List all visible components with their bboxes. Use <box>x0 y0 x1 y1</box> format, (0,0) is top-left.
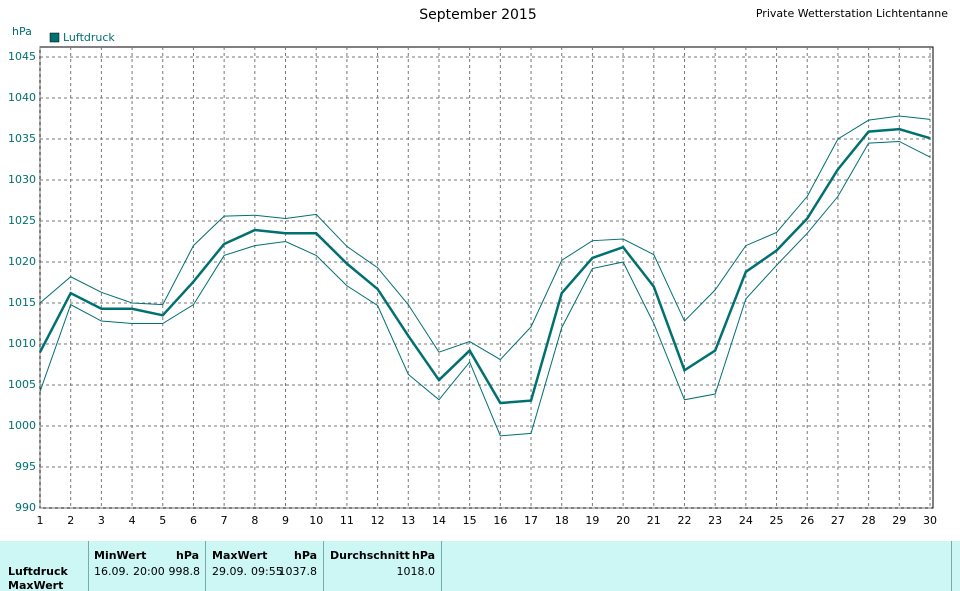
x-tick-label: 6 <box>190 514 197 527</box>
y-tick-label: 990 <box>15 501 36 514</box>
y-tick-label: 1000 <box>8 419 36 432</box>
x-tick-label: 10 <box>309 514 323 527</box>
x-tick-label: 12 <box>371 514 385 527</box>
col-header: hPa <box>294 549 318 562</box>
data-line <box>39 115 931 361</box>
cell: 20:00 <box>133 565 165 578</box>
x-tick-label: 29 <box>892 514 906 527</box>
x-tick-label: 8 <box>251 514 258 527</box>
chart: September 2015 Private Wetterstation Lic… <box>8 7 948 527</box>
x-tick-label: 22 <box>677 514 691 527</box>
x-tick-label: 28 <box>862 514 876 527</box>
x-tick-label: 3 <box>98 514 105 527</box>
summary-table: MinWert hPa MaxWert hPa Durchschnitt hPa… <box>0 541 960 591</box>
x-tick-label: 2 <box>67 514 74 527</box>
cell: 1037.8 <box>278 565 318 578</box>
x-tick-label: 15 <box>463 514 477 527</box>
y-tick-label: 1005 <box>8 378 36 391</box>
x-tick-label: 4 <box>129 514 136 527</box>
x-tick-label: 26 <box>800 514 814 527</box>
col-header: hPa <box>412 549 436 562</box>
y-tick-label: 1035 <box>8 132 36 145</box>
x-tick-label: 7 <box>221 514 228 527</box>
x-tick-label: 27 <box>831 514 845 527</box>
x-tick-label: 23 <box>708 514 722 527</box>
plot-area <box>39 46 934 509</box>
x-tick-label: 5 <box>159 514 166 527</box>
col-header: hPa <box>176 549 200 562</box>
data-line <box>38 127 931 405</box>
y-tick-label: 1010 <box>8 337 36 350</box>
x-tick-label: 13 <box>401 514 415 527</box>
y-tick-label: 1045 <box>8 50 36 63</box>
y-tick-label: 995 <box>15 460 36 473</box>
cell: 09:55 <box>251 565 283 578</box>
col-header: Durchschnitt <box>330 549 410 562</box>
cell: 16.09. <box>94 565 129 578</box>
cell: 998.8 <box>168 565 201 578</box>
x-tick-label: 30 <box>923 514 937 527</box>
x-tick-label: 9 <box>282 514 289 527</box>
x-tick-label: 11 <box>340 514 354 527</box>
x-tick-label: 21 <box>647 514 661 527</box>
y-tick-label: 1030 <box>8 173 36 186</box>
col-header: MaxWert <box>212 549 268 562</box>
legend-label: Luftdruck <box>63 31 115 44</box>
legend-swatch <box>49 32 60 43</box>
col-header: MinWert <box>94 549 147 562</box>
y-tick-label: 1040 <box>8 91 36 104</box>
y-axis-label: hPa <box>12 25 32 38</box>
x-tick-label: 1 <box>37 514 44 527</box>
x-tick-label: 14 <box>432 514 446 527</box>
x-tick-label: 18 <box>555 514 569 527</box>
x-tick-label: 20 <box>616 514 630 527</box>
chart-subtitle: Private Wetterstation Lichtentanne <box>756 7 948 20</box>
x-tick-label: 16 <box>493 514 507 527</box>
cell: 1018.0 <box>396 565 436 578</box>
y-tick-label: 1015 <box>8 296 36 309</box>
x-tick-label: 24 <box>739 514 753 527</box>
x-tick-label: 19 <box>585 514 599 527</box>
x-tick-label: 25 <box>770 514 784 527</box>
data-line <box>39 140 931 437</box>
chart-title: September 2015 <box>419 7 536 23</box>
row-label: MaxWert <box>8 579 64 591</box>
y-tick-label: 1020 <box>8 255 36 268</box>
row-label: Luftdruck <box>8 565 68 578</box>
cell: 29.09. <box>212 565 247 578</box>
x-tick-label: 17 <box>524 514 538 527</box>
y-tick-label: 1025 <box>8 214 36 227</box>
